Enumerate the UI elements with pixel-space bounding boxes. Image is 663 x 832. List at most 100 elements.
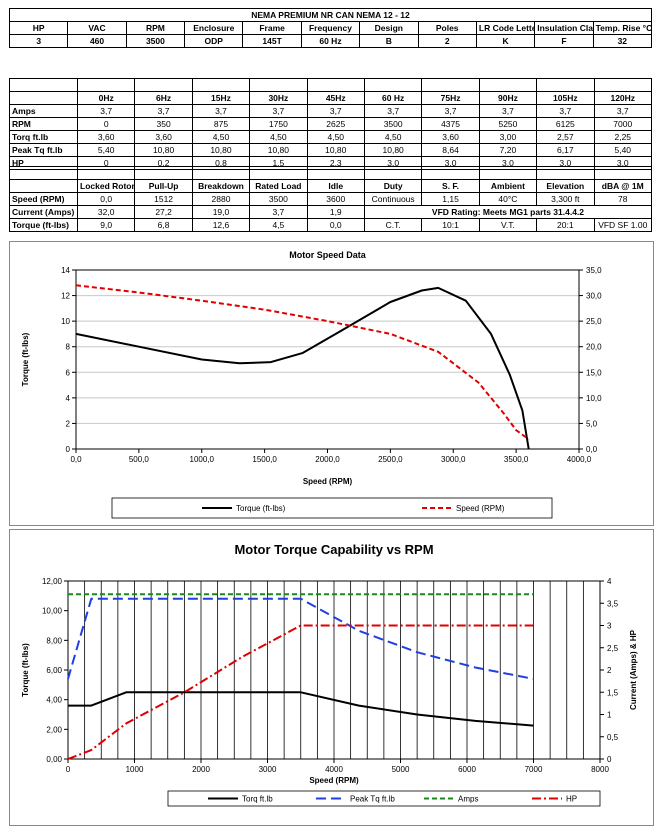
- perf-row: Speed (RPM) 0,0 1512 2880 3500 3600 Continuous…: [9, 192, 653, 206]
- perf-header-cell: Pull-Up: [134, 179, 193, 193]
- vfd-table: 0Hz 6Hz 15Hz 30Hz 45Hz 60 Hz 75Hz 90Hz 105Hz 120H…: [9, 78, 653, 170]
- vfd-cell: 2,25: [593, 130, 653, 144]
- spec-title: NEMA PREMIUM NR CAN NEMA 12 - 12: [9, 8, 652, 22]
- vfd-header-cell: 45Hz: [306, 91, 365, 105]
- perf-last-cell: C.T.: [363, 218, 423, 232]
- y-tick-label: 6,00: [46, 666, 62, 675]
- vfd-cell: 6,17: [536, 143, 595, 157]
- empty-cell: [9, 91, 78, 105]
- vfd-cell: 3,7: [421, 104, 480, 118]
- legend-label: Speed (RPM): [456, 504, 505, 513]
- spec-header-cell: VAC: [67, 21, 127, 35]
- vfd-header-cell: 120Hz: [593, 91, 653, 105]
- chart-title: Motor Torque Capability vs RPM: [234, 542, 433, 557]
- legend-label: HP: [566, 795, 577, 804]
- y-axis-label: Torque (ft-lbs): [21, 332, 30, 386]
- spec-value-cell: 3: [8, 34, 69, 48]
- x-tick-label: 3500,0: [504, 455, 529, 464]
- x-tick-label: 1000: [126, 765, 144, 774]
- vfd-cell: 7000: [593, 117, 653, 131]
- vfd-cell: 3,7: [363, 104, 423, 118]
- perf-cell: 4,5: [249, 218, 308, 232]
- x-tick-label: 8000: [591, 765, 609, 774]
- vfd-row: Torq ft.lb 3,60 3,60 4,50 4,50 4,50 4,50 3,60 3,…: [9, 130, 653, 144]
- empty-cell: [593, 78, 653, 92]
- x-tick-label: 5000: [392, 765, 410, 774]
- vfd-row: Amps 3,7 3,7 3,7 3,7 3,7 3,7 3,7 3,7 3,7 3,7: [9, 104, 653, 118]
- vfd-cell: 3500: [363, 117, 423, 131]
- empty-cell: [421, 78, 480, 92]
- perf-cell: 19,0: [191, 205, 251, 219]
- vfd-rating-cell: VFD Rating: Meets MG1 parts 31.4.4.2: [363, 205, 653, 219]
- perf-cell: 3,7: [249, 205, 308, 219]
- spec-value-cell: 460: [67, 34, 127, 48]
- perf-cell: 9,0: [76, 218, 136, 232]
- empty-cell: [478, 78, 538, 92]
- empty-cell: [134, 78, 193, 92]
- perf-right-cell: 78: [593, 192, 653, 206]
- empty-cell: [478, 166, 538, 180]
- empty-cell: [593, 166, 653, 180]
- perf-cell: 6,8: [134, 218, 193, 232]
- empty-cell: [249, 78, 308, 92]
- y-tick-label: 6: [66, 368, 71, 377]
- vfd-cell: 6125: [536, 117, 595, 131]
- spec-header-cell: Enclosure: [184, 21, 244, 35]
- vfd-row-label: Torq ft.lb: [9, 130, 78, 144]
- vfd-cell: 8,64: [421, 143, 480, 157]
- perf-right-cell: 40°C: [478, 192, 538, 206]
- spec-header-cell: Frame: [242, 21, 302, 35]
- x-tick-label: 4000,0: [567, 455, 592, 464]
- y2-tick-label: 35,0: [586, 266, 602, 275]
- vfd-cell: 10,80: [134, 143, 193, 157]
- vfd-cell: 3,7: [249, 104, 308, 118]
- vfd-row: RPM 0 350 875 1750 2625 3500 4375 5250 6125 7000: [9, 117, 653, 131]
- vfd-cell: 3,00: [478, 130, 538, 144]
- series-line: [68, 691, 534, 727]
- x-axis-label: Speed (RPM): [303, 477, 353, 486]
- performance-table: Locked Rotor Pull-Up Breakdown Rated Load Id…: [9, 166, 653, 232]
- vfd-cell: 5250: [478, 117, 538, 131]
- y-tick-label: 8,00: [46, 636, 62, 645]
- vfd-cell: 4,50: [249, 130, 308, 144]
- perf-cell: 1,9: [306, 205, 365, 219]
- spec-value-cell: F: [534, 34, 594, 48]
- vfd-header-cell: 90Hz: [478, 91, 538, 105]
- spec-value-cell: K: [475, 34, 536, 48]
- y2-axis-label: Current (Amps) & HP: [629, 629, 638, 710]
- perf-right-cell: 1,15: [421, 192, 480, 206]
- vfd-cell: 4,50: [191, 130, 251, 144]
- spec-value-row: 3 460 3500 ODP 145T 60 Hz B 2 K F 32: [8, 34, 653, 48]
- empty-cell: [363, 166, 423, 180]
- perf-last-cell: 20:1: [536, 218, 595, 232]
- perf-row: Current (Amps) 32,0 27,2 19,0 3,7 1,9 VFD Rati…: [9, 205, 653, 219]
- perf-right-header-cell: S. F.: [421, 179, 480, 193]
- vfd-cell: 3,7: [76, 104, 136, 118]
- spec-value-cell: ODP: [184, 34, 244, 48]
- perf-spacer-row: [9, 166, 653, 180]
- vfd-row-label: Peak Tq ft.lb: [9, 143, 78, 157]
- vfd-cell: 10,80: [306, 143, 365, 157]
- y-tick-label: 4,00: [46, 696, 62, 705]
- spec-value-cell: B: [359, 34, 419, 48]
- spec-value-cell: 145T: [242, 34, 302, 48]
- y2-tick-label: 25,0: [586, 317, 602, 326]
- vfd-cell: 0: [76, 117, 136, 131]
- y-tick-label: 12,00: [42, 577, 63, 586]
- legend-label: Torq ft.lb: [242, 795, 273, 804]
- legend-label: Torque (ft-lbs): [236, 504, 286, 513]
- empty-cell: [536, 166, 595, 180]
- perf-cell: 2880: [191, 192, 251, 206]
- empty-cell: [363, 78, 423, 92]
- perf-header-cell: Breakdown: [191, 179, 251, 193]
- empty-cell: [249, 166, 308, 180]
- vfd-cell: 10,80: [191, 143, 251, 157]
- vfd-row-label: RPM: [9, 117, 78, 131]
- empty-cell: [306, 78, 365, 92]
- x-tick-label: 1000,0: [190, 455, 215, 464]
- vfd-cell: 350: [134, 117, 193, 131]
- vfd-spacer-row: [9, 78, 653, 92]
- perf-header-cell: Rated Load: [249, 179, 308, 193]
- x-tick-label: 2000,0: [315, 455, 340, 464]
- spec-header-cell: Frequency: [300, 21, 361, 35]
